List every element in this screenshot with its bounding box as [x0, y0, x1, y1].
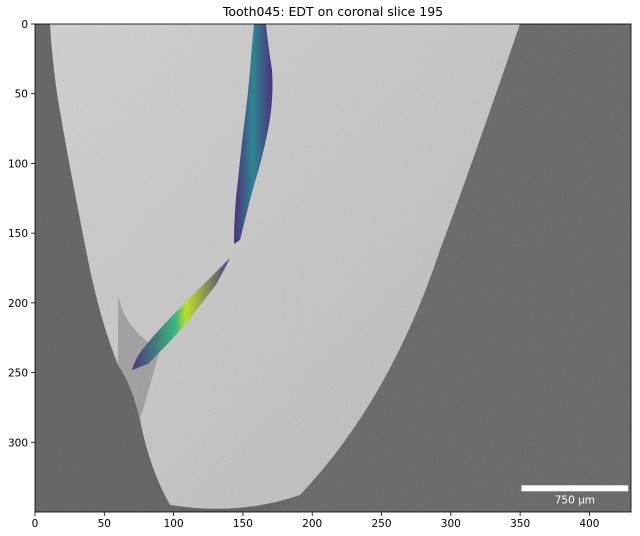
- x-tick-label: 0: [32, 518, 39, 530]
- axes-frame: [34, 23, 632, 513]
- chart-title: Tooth045: EDT on coronal slice 195: [222, 4, 443, 19]
- x-tick-label: 300: [441, 518, 461, 530]
- ct-image: [35, 24, 631, 512]
- x-tick-label: 400: [579, 518, 599, 530]
- y-tick-label: 0: [21, 19, 28, 31]
- y-axis: 0 50 100 150 200 250 300: [8, 19, 35, 449]
- edt-lower-canal: [132, 258, 230, 370]
- x-tick-label: 50: [98, 518, 111, 530]
- scale-bar: [521, 485, 629, 492]
- y-tick-label: 50: [15, 89, 28, 101]
- y-tick-label: 100: [8, 158, 28, 170]
- y-tick-label: 150: [8, 228, 28, 240]
- x-tick-label: 350: [510, 518, 530, 530]
- y-tick-label: 300: [8, 437, 28, 449]
- x-tick-label: 250: [371, 518, 391, 530]
- edt-upper-canal: [234, 24, 273, 244]
- x-tick-label: 150: [233, 518, 253, 530]
- y-tick-label: 250: [8, 368, 28, 380]
- scale-bar-label: 750 μm: [555, 494, 595, 506]
- y-tick-label: 200: [8, 298, 28, 310]
- x-tick-label: 200: [302, 518, 322, 530]
- x-axis: 0 50 100 150 200 250 300 350 400: [32, 512, 599, 530]
- x-tick-label: 100: [164, 518, 184, 530]
- noise-texture: [35, 24, 631, 512]
